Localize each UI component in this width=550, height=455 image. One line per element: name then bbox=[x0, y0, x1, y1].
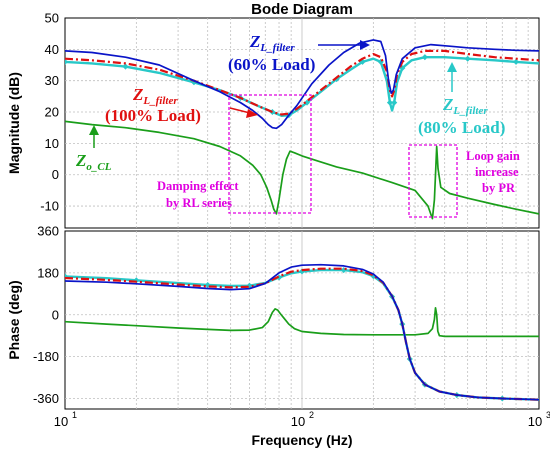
phase-series-layer bbox=[65, 263, 539, 402]
y-tick-label-phase: 360 bbox=[37, 224, 59, 239]
grid-layer bbox=[65, 18, 539, 409]
annotation-load-80: (80% Load) bbox=[418, 118, 505, 137]
damping-highlight-box bbox=[228, 94, 312, 214]
phase-axis-label: Phase (deg) bbox=[6, 280, 22, 359]
series-marker-magnitude bbox=[303, 99, 311, 106]
series-marker-phase bbox=[298, 268, 306, 275]
annotation-pr-line-2: increase bbox=[475, 165, 519, 179]
y-tick-label-magnitude: 10 bbox=[45, 136, 59, 151]
y-tick-label-phase: 180 bbox=[37, 265, 59, 280]
chart-title: Bode Diagram bbox=[251, 1, 353, 18]
y-tick-label-magnitude: 50 bbox=[45, 11, 59, 26]
x-tick-label: 10 bbox=[54, 414, 68, 429]
magnitude-series-layer bbox=[65, 39, 539, 220]
series-line-phase-0 bbox=[65, 263, 539, 401]
y-tick-label-magnitude: 40 bbox=[45, 42, 59, 57]
frequency-axis-label: Frequency (Hz) bbox=[251, 432, 352, 448]
annotation-z-o-cl: Zo_CL bbox=[75, 151, 112, 173]
annotation-pr-line-1: Loop gain bbox=[466, 149, 520, 163]
series-line-phase-3 bbox=[65, 306, 539, 338]
series-marker-magnitude bbox=[122, 63, 129, 70]
magnitude-axis-label: Magnitude (dB) bbox=[6, 72, 22, 174]
series-marker-magnitude bbox=[513, 58, 520, 65]
x-tick-label: 10 bbox=[291, 414, 305, 429]
x-tick-exponent: 2 bbox=[309, 410, 314, 420]
x-tick-exponent: 1 bbox=[72, 410, 77, 420]
tick-labels-layer: -10 0 10 20 30 40 50 -360 -180 0 180 360 10 1 10 2 10 3 bbox=[33, 11, 550, 430]
annotation-load-100: (100% Load) bbox=[105, 106, 201, 125]
y-tick-label-phase: -180 bbox=[33, 349, 59, 364]
annotation-damping-line-2: by RL series bbox=[166, 196, 232, 210]
annotation-arrows bbox=[89, 40, 457, 148]
y-tick-label-magnitude: -10 bbox=[40, 199, 59, 214]
x-tick-label: 10 bbox=[528, 414, 542, 429]
series-marker-magnitude bbox=[377, 58, 384, 65]
series-marker-magnitude bbox=[464, 55, 471, 62]
y-tick-label-phase: -360 bbox=[33, 391, 59, 406]
annotation-pr-line-3: by PR bbox=[482, 181, 516, 195]
series-marker-magnitude bbox=[391, 99, 398, 106]
annotation-damping-line-1: Damping effect bbox=[157, 179, 239, 193]
series-line-magnitude-1 bbox=[65, 49, 539, 116]
annotation-z-l-filter-60: ZL_filter bbox=[249, 32, 295, 54]
y-tick-label-phase: 0 bbox=[52, 307, 59, 322]
series-line-magnitude-3 bbox=[65, 120, 539, 220]
series-marker-magnitude bbox=[65, 58, 69, 65]
y-tick-label-magnitude: 20 bbox=[45, 105, 59, 120]
series-marker-magnitude bbox=[421, 54, 428, 61]
annotation-load-60: (60% Load) bbox=[228, 55, 315, 74]
series-marker-phase bbox=[204, 281, 211, 289]
series-line-magnitude-0 bbox=[65, 39, 539, 130]
y-tick-label-magnitude: 30 bbox=[45, 73, 59, 88]
annotation-z-l-filter-100: ZL_filter bbox=[132, 85, 178, 107]
x-tick-exponent: 3 bbox=[546, 410, 550, 420]
annotation-z-l-filter-80: ZL_filter bbox=[442, 95, 488, 117]
y-tick-label-magnitude: 0 bbox=[52, 167, 59, 182]
